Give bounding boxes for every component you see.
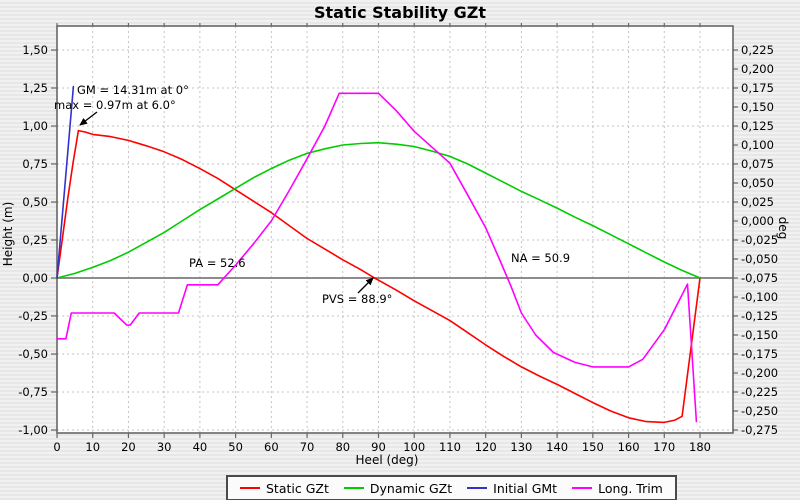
annotation-negative-area: NA = 50.9 — [511, 251, 571, 265]
y-left-tick-label: -0,25 — [18, 309, 48, 323]
y-right-tick-label: 0,000 — [741, 214, 774, 228]
x-tick-label: 130 — [510, 440, 532, 454]
x-tick-label: 40 — [193, 440, 208, 454]
y-left-axis-title: Height (m) — [1, 201, 15, 267]
y-right-tick-label: 0,225 — [741, 43, 774, 57]
annotation-vanishing-stability: PVS = 88.9° — [322, 292, 393, 306]
long-trim-line-swatch-icon — [572, 487, 593, 489]
x-tick-label: 160 — [618, 440, 640, 454]
annotation-arrows — [79, 111, 374, 294]
y-right-tick-label: 0,075 — [741, 157, 774, 171]
annotation-gm: GM = 14.31m at 0° — [77, 83, 189, 97]
y-left-tick-label: 0,00 — [22, 271, 48, 285]
y-left-tick-label: 0,75 — [22, 157, 48, 171]
y-left-tick-label: 0,50 — [22, 195, 48, 209]
annotation-max-gz: max = 0.97m at 6.0° — [54, 98, 176, 112]
chart-title: Static Stability GZt — [313, 3, 487, 22]
series-dynamic-gzt — [56, 141, 701, 279]
y-right-tick-label: -0,275 — [741, 423, 778, 437]
y-left-tick-label: 1,25 — [22, 81, 48, 95]
y-right-tick-label: -0,050 — [741, 252, 778, 266]
legend-item-static-gzt: Static GZt — [240, 481, 329, 496]
x-tick-label: 30 — [157, 440, 172, 454]
y-right-tick-label: -0,250 — [741, 404, 778, 418]
legend-label: Static GZt — [266, 480, 329, 496]
x-tick-label: 180 — [689, 440, 711, 454]
legend-label: Initial GMt — [493, 480, 558, 496]
y-right-tick-label: 0,200 — [741, 62, 774, 76]
tick-labels: 0 10 20 30 40 50 60 70 80 90 100 110 120 130 140 150 160… — [18, 43, 778, 454]
y-right-tick-label: -0,175 — [741, 347, 778, 361]
axis-ticks — [51, 23, 738, 438]
axis-spines — [56, 25, 734, 434]
y-left-tick-label: 0,25 — [22, 233, 48, 247]
x-tick-label: 50 — [228, 440, 243, 454]
x-tick-label: 170 — [653, 440, 675, 454]
y-right-tick-label: -0,150 — [741, 328, 778, 342]
x-tick-label: 150 — [582, 440, 604, 454]
series-initial-gmt — [56, 85, 75, 279]
x-tick-label: 10 — [85, 440, 100, 454]
y-right-tick-label: 0,125 — [741, 119, 774, 133]
static-gzt-line-swatch-icon — [240, 487, 260, 489]
y-right-tick-label: -0,075 — [741, 271, 778, 285]
y-right-tick-label: -0,100 — [741, 290, 778, 304]
dynamic-gzt-line-swatch-icon — [343, 487, 364, 489]
annotation-positive-area: PA = 52.6 — [189, 256, 246, 270]
legend-item-dynamic-gzt: Dynamic GZt — [343, 480, 453, 496]
x-tick-label: 100 — [403, 440, 425, 454]
y-right-tick-label: 0,050 — [741, 176, 774, 190]
legend-item-long-trim: Long. Trim — [572, 481, 663, 496]
y-left-tick-label: -0,50 — [18, 347, 48, 361]
x-tick-label: 140 — [546, 440, 568, 454]
x-tick-label: 0 — [53, 440, 60, 454]
y-left-tick-label: -1,00 — [18, 423, 48, 437]
y-right-tick-label: 0,175 — [741, 81, 774, 95]
x-tick-label: 60 — [264, 440, 279, 454]
series-long-trim — [56, 92, 698, 423]
initial-gmt-line-swatch-icon — [467, 487, 488, 489]
y-right-tick-label: 0,100 — [741, 138, 774, 152]
y-right-tick-label: -0,225 — [741, 385, 778, 399]
legend-label: Long. Trim — [598, 480, 663, 496]
legend-label: Dynamic GZt — [369, 480, 453, 496]
legend: Static GZt Dynamic GZt Initial GMt Long.… — [226, 475, 677, 500]
y-left-tick-label: -0,75 — [18, 385, 48, 399]
x-tick-label: 70 — [300, 440, 315, 454]
x-tick-label: 20 — [121, 440, 136, 454]
y-right-tick-label: 0,150 — [741, 100, 774, 114]
x-tick-label: 80 — [335, 440, 350, 454]
y-right-tick-label: -0,025 — [741, 233, 778, 247]
x-tick-label: 110 — [439, 440, 461, 454]
series-static-gzt — [56, 129, 701, 424]
y-right-tick-label: -0,200 — [741, 366, 778, 380]
x-tick-label: 120 — [475, 440, 497, 454]
y-right-tick-label: -0,125 — [741, 309, 778, 323]
x-tick-label: 90 — [371, 440, 386, 454]
x-axis-title: Heel (deg) — [355, 453, 419, 467]
y-right-axis-title: deg — [776, 216, 790, 240]
y-left-tick-label: 1,50 — [22, 43, 48, 57]
y-right-tick-label: 0,025 — [741, 195, 774, 209]
legend-item-initial-gmt: Initial GMt — [467, 481, 557, 496]
y-left-tick-label: 1,00 — [22, 119, 48, 133]
